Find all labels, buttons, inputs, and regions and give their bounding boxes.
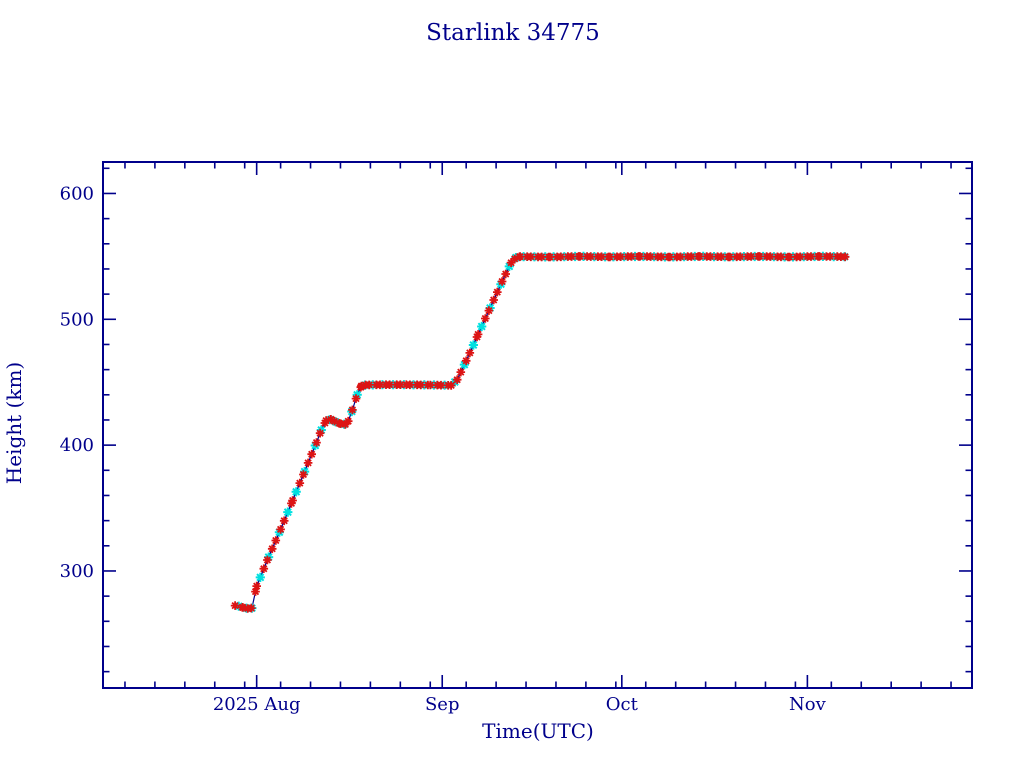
red-asterisk-markers: [230, 252, 850, 613]
plot-frame: [102, 161, 973, 689]
axis-tick-labels: 2025 Aug Sep Oct Nov 300 400 500 600: [60, 183, 827, 715]
chart-title: Starlink 34775: [426, 20, 600, 46]
x-axis-title: Time(UTC): [482, 719, 594, 743]
x-tick-label: Oct: [606, 694, 639, 715]
x-tick-label: Nov: [789, 694, 827, 715]
x-tick-label: Sep: [425, 694, 460, 715]
axis-ticks: [103, 162, 972, 688]
series-connector: [235, 255, 846, 610]
y-tick-label: 500: [60, 309, 94, 330]
cyan-asterisk-markers: [234, 251, 850, 613]
y-axis-title: Height (km): [2, 362, 26, 484]
y-tick-label: 300: [60, 561, 94, 582]
x-tick-label: 2025 Aug: [213, 694, 301, 715]
data-markers-red: [230, 252, 850, 613]
y-tick-label: 600: [60, 183, 94, 204]
data-markers-cyan: [234, 251, 850, 613]
data-connector-line: [235, 255, 846, 610]
y-tick-label: 400: [60, 435, 94, 456]
